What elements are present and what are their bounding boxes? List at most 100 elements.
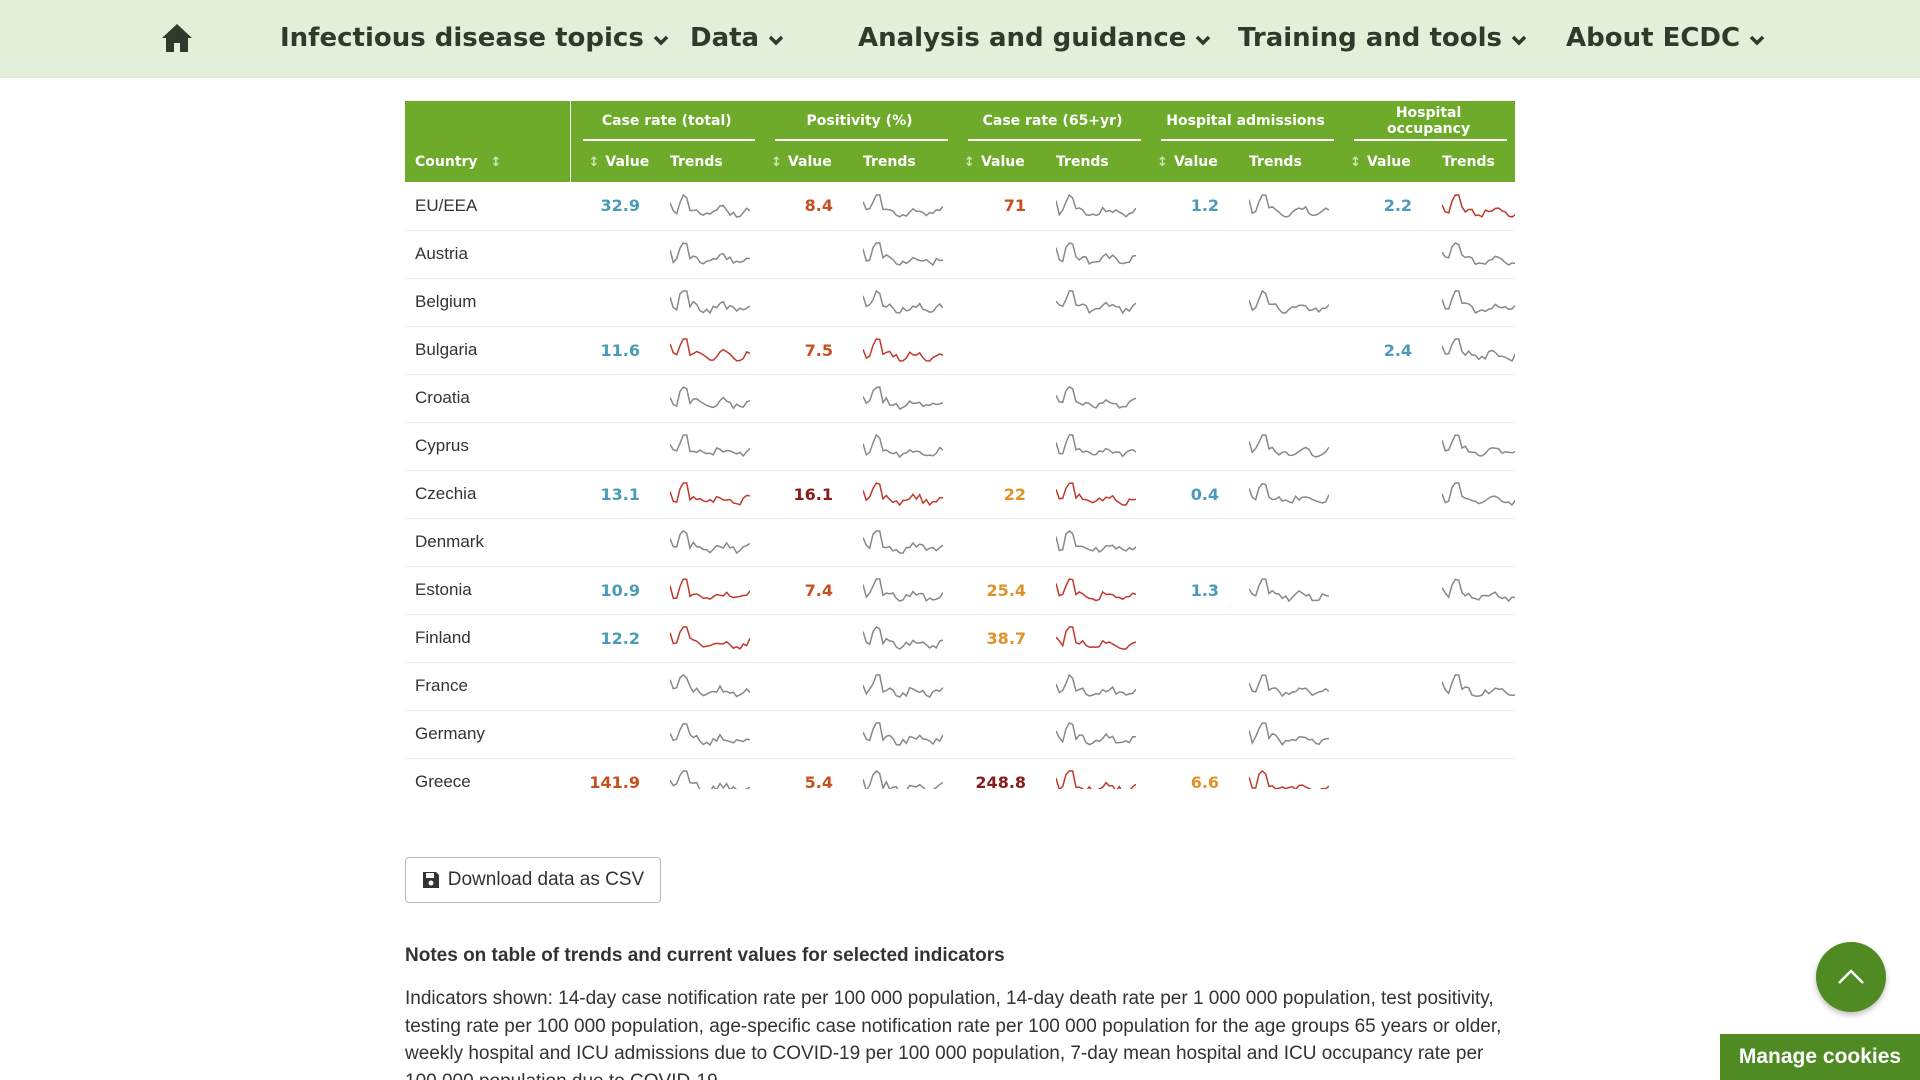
- manage-cookies-button[interactable]: Manage cookies: [1720, 1034, 1920, 1080]
- trend-cell: [1432, 422, 1515, 471]
- table-row: Belgium: [405, 278, 1515, 327]
- trend-cell: [1046, 662, 1150, 711]
- trend-cell: [853, 230, 957, 279]
- country-cell: Germany: [405, 710, 570, 759]
- trend-cell: [1239, 326, 1343, 375]
- value-cell: [1149, 614, 1240, 663]
- value-cell: [1149, 662, 1240, 711]
- trend-cell: [1432, 614, 1515, 663]
- trend-cell: [1432, 326, 1515, 375]
- country-cell: Belgium: [405, 278, 570, 327]
- sparkline: [863, 338, 944, 362]
- sparkline: [1442, 194, 1515, 218]
- sparkline: [1442, 482, 1515, 507]
- column-header-value[interactable]: ↕ Value: [570, 141, 660, 182]
- country-cell: EU/EEA: [405, 182, 570, 231]
- sparkline: [670, 290, 750, 315]
- value-cell: [956, 278, 1047, 327]
- value-cell: [956, 662, 1047, 711]
- trend-cell: [1046, 758, 1150, 789]
- sparkline: [1056, 242, 1137, 266]
- trend-cell: [660, 182, 764, 231]
- sort-icon: ↕: [1350, 154, 1361, 170]
- notes-body: Indicators shown: 14-day case notificati…: [405, 988, 1502, 1080]
- value-cell: [570, 374, 660, 423]
- trend-cell: [1432, 230, 1515, 279]
- value-cell: [570, 518, 660, 567]
- trend-cell: [1239, 182, 1343, 231]
- sort-icon: ↕: [588, 154, 600, 170]
- trend-cell: [1432, 662, 1515, 711]
- nav-analysis-and-guidance[interactable]: Analysis and guidance: [858, 18, 1212, 58]
- trend-cell: [853, 662, 957, 711]
- nav-training-and-tools[interactable]: Training and tools: [1238, 18, 1528, 58]
- country-cell: Greece: [405, 758, 570, 789]
- value-cell: 32.9: [570, 182, 660, 231]
- column-header-trends: Trends: [660, 141, 764, 182]
- value-cell: [1342, 566, 1433, 615]
- table-row: Denmark: [405, 518, 1515, 567]
- table-row: Austria: [405, 230, 1515, 279]
- nav-label: Training and tools: [1238, 23, 1503, 53]
- trend-cell: [1239, 566, 1343, 615]
- value-cell: [1149, 710, 1240, 759]
- country-cell: Estonia: [405, 566, 570, 615]
- trend-cell: [1239, 422, 1343, 471]
- nav-about-ecdc[interactable]: About ECDC: [1566, 18, 1766, 58]
- sparkline: [1249, 769, 1330, 789]
- notes-title: Notes on table of trends and current val…: [405, 945, 1005, 966]
- table-row: Cyprus: [405, 422, 1515, 471]
- sparkline: [863, 289, 944, 314]
- trend-cell: [660, 758, 764, 789]
- value-cell: [1149, 326, 1240, 375]
- column-header-value[interactable]: ↕ Value: [1342, 141, 1433, 182]
- trend-cell: [1239, 614, 1343, 663]
- sparkline: [863, 242, 944, 267]
- column-header-value[interactable]: ↕ Value: [1149, 141, 1240, 182]
- home-icon[interactable]: [160, 22, 194, 54]
- trend-cell: [660, 374, 764, 423]
- trend-cell: [1046, 614, 1150, 663]
- value-cell: [763, 614, 854, 663]
- download-csv-button[interactable]: Download data as CSV: [405, 857, 661, 903]
- sparkline: [863, 578, 944, 602]
- column-header-country[interactable]: Country ↕: [405, 141, 571, 182]
- sparkline: [670, 723, 750, 747]
- group-header-empty: [405, 101, 571, 141]
- trend-cell: [1239, 470, 1343, 519]
- column-header-value[interactable]: ↕ Value: [763, 141, 854, 182]
- chevron-down-icon: [768, 35, 784, 46]
- table-body: EU/EEA 32.9 8.4 71 1.2 2.2 Austria Belgium Bulga…: [405, 182, 1515, 789]
- column-header-value[interactable]: ↕ Value: [956, 141, 1047, 182]
- trend-cell: [1046, 518, 1150, 567]
- sparkline: [1249, 434, 1330, 458]
- table-column-header-row: Country ↕ ↕ Value Trends ↕ Value Trends ↕ V…: [405, 141, 1515, 182]
- sparkline: [1442, 338, 1515, 363]
- sparkline: [670, 626, 750, 650]
- column-header-trends: Trends: [1432, 141, 1515, 182]
- sparkline: [1249, 289, 1330, 314]
- indicators-table-container[interactable]: Case rate (total) Positivity (%) Case ra…: [405, 101, 1515, 789]
- sparkline: [863, 386, 944, 410]
- trend-cell: [1046, 710, 1150, 759]
- top-navigation: Infectious disease topics Data Analysis …: [0, 0, 1920, 78]
- sparkline: [670, 434, 750, 458]
- sparkline: [1056, 290, 1137, 315]
- value-cell: [1342, 470, 1433, 519]
- nav-infectious-disease-topics[interactable]: Infectious disease topics: [280, 18, 670, 58]
- sparkline: [1056, 770, 1137, 789]
- sparkline: [1056, 482, 1137, 506]
- chevron-down-icon: [1196, 35, 1211, 46]
- value-cell: [763, 374, 854, 423]
- value-cell: [956, 518, 1047, 567]
- sparkline: [1249, 722, 1330, 746]
- value-cell: [956, 422, 1047, 471]
- nav-data[interactable]: Data: [690, 18, 785, 58]
- scroll-to-top-button[interactable]: [1816, 942, 1886, 1012]
- value-cell: 22: [956, 470, 1047, 519]
- value-cell: 12.2: [570, 614, 660, 663]
- sparkline: [670, 242, 750, 265]
- group-header: Hospital occupancy: [1342, 101, 1515, 141]
- sparkline: [863, 674, 944, 698]
- value-cell: [763, 278, 854, 327]
